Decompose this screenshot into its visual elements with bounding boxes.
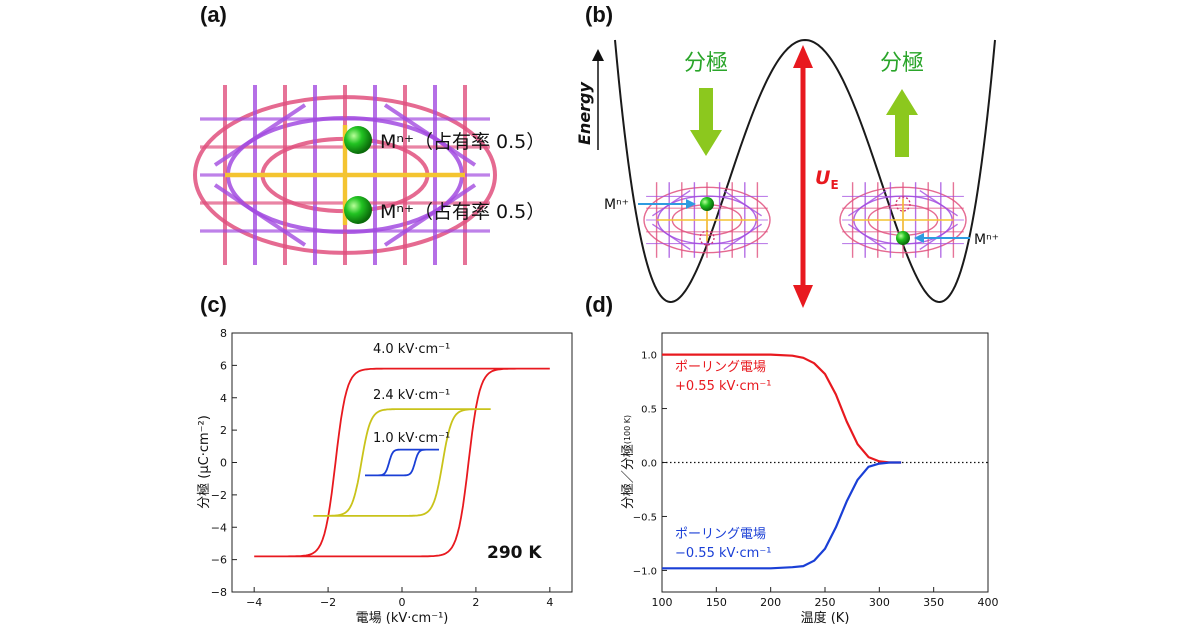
poling-label-positive: ポーリング電場 [675,360,766,375]
cage-diagonal [652,223,691,250]
cage-diagonal [848,190,887,217]
ion-right-lower [896,231,910,245]
barrier-arrowhead-bottom [793,285,813,308]
molecular-cage-right [839,182,967,258]
hysteresis-loop [254,367,550,558]
polarization-temperature-chart: 100 150 200 250 300 350 400 −1.0 −0.5 0.0 0.5 1.0 分… [620,332,999,626]
panel-label-c: (c) [200,292,227,317]
y-tick-label: −2 [211,489,227,502]
y-tick-label: 0.0 [641,459,657,470]
cage-diagonal [383,103,477,167]
polarization-up-arrow [886,89,918,157]
ion-left-upper [700,197,714,211]
chart-d-xlabel: 温度 (K) [801,610,850,626]
chart-c-xlabel: 電場 (kV·cm⁻¹) [356,611,449,626]
chart-d-ylabel-main: 分極／分極 [620,444,636,509]
series-label-2-4kV: 2.4 kV·cm⁻¹ [373,388,450,403]
barrier-subscript: E [830,178,838,192]
y-tick-label: 8 [220,327,227,340]
cage-diagonal [723,190,762,217]
chart-c-ylabel: 分極 (μC·cm⁻²) [196,415,212,509]
y-tick-label: −6 [211,554,227,567]
cage-diagonal [213,183,307,247]
double-well-potential [614,38,996,304]
chart-d-ylabel: 分極／分極(100 K) [620,415,636,509]
polarization-series-line [662,353,902,464]
cage-diagonal [848,223,887,250]
y-tick-label: 0.5 [641,405,657,416]
cage-diagonal [919,190,958,217]
polarization-down-arrow [690,88,722,156]
panel-label-d: (d) [585,292,614,317]
x-tick-label: 4 [546,596,553,609]
poling-label-negative: ポーリング電場 [675,527,766,542]
poling-field-positive: +0.55 kV·cm⁻¹ [675,379,771,394]
cage-diagonal [723,223,762,250]
x-tick-label: −2 [320,596,336,609]
vacancy-left-lower [699,230,715,246]
panel-label-b: (b) [585,2,614,27]
ion-label-left: Mⁿ⁺ [604,197,629,213]
metal-ion-upper [344,126,372,154]
hysteresis-chart: −4 −2 0 2 4 −8 −6 −4 −2 0 2 4 6 8 分極 (μC·cm⁻²) 電場 (kV… [196,327,573,626]
polarization-series-line [662,461,902,570]
chart-d-ylabel-sub: (100 K) [623,415,632,444]
metal-ion-lower [344,196,372,224]
cage-diagonal [383,183,477,247]
x-tick-label: 350 [923,596,944,609]
x-tick-label: 300 [869,596,890,609]
poling-field-negative: −0.55 kV·cm⁻¹ [675,546,771,561]
x-tick-label: 150 [706,596,727,609]
hysteresis-loop [313,408,491,517]
series-label-4kV: 4.0 kV·cm⁻¹ [373,342,450,357]
hysteresis-loop [365,448,439,477]
energy-axis-label: Energy [575,81,594,145]
barrier-label: UE [815,167,839,192]
polarization-label-right: 分極 [880,51,924,76]
y-tick-label: 0 [220,457,227,470]
x-tick-label: 0 [399,596,406,609]
molecular-cage-structure [193,85,497,265]
site-label-lower: Mⁿ⁺（占有率 0.5） [380,201,545,223]
polarization-label-left: 分極 [684,51,728,76]
ion-pointer-left-head [686,199,696,209]
x-tick-label: −4 [246,596,262,609]
cage-diagonal [213,103,307,167]
y-tick-label: 2 [220,424,227,437]
y-tick-label: 1.0 [641,351,657,362]
panel-label-a: (a) [200,2,227,27]
y-tick-label: 4 [220,392,227,405]
chart-c-annotation: 290 K [487,543,542,563]
x-tick-label: 250 [815,596,836,609]
x-tick-label: 200 [760,596,781,609]
ion-pointer-right-head [914,233,924,243]
y-tick-label: −8 [211,586,227,599]
molecular-cage-left [643,182,771,258]
y-tick-label: −0.5 [633,512,657,523]
barrier-symbol: U [815,167,831,189]
y-tick-label: 6 [220,359,227,372]
ion-label-right: Mⁿ⁺ [974,232,999,248]
barrier-arrowhead-top [793,45,813,68]
x-tick-label: 2 [472,596,479,609]
series-label-1kV: 1.0 kV·cm⁻¹ [373,431,450,446]
x-tick-label: 400 [978,596,999,609]
x-tick-label: 100 [652,596,673,609]
vacancy-right-upper [895,196,911,212]
y-tick-label: −1.0 [633,566,657,577]
y-tick-label: −4 [211,521,227,534]
cage-diagonal [919,223,958,250]
site-label-upper: Mⁿ⁺（占有率 0.5） [380,131,545,153]
